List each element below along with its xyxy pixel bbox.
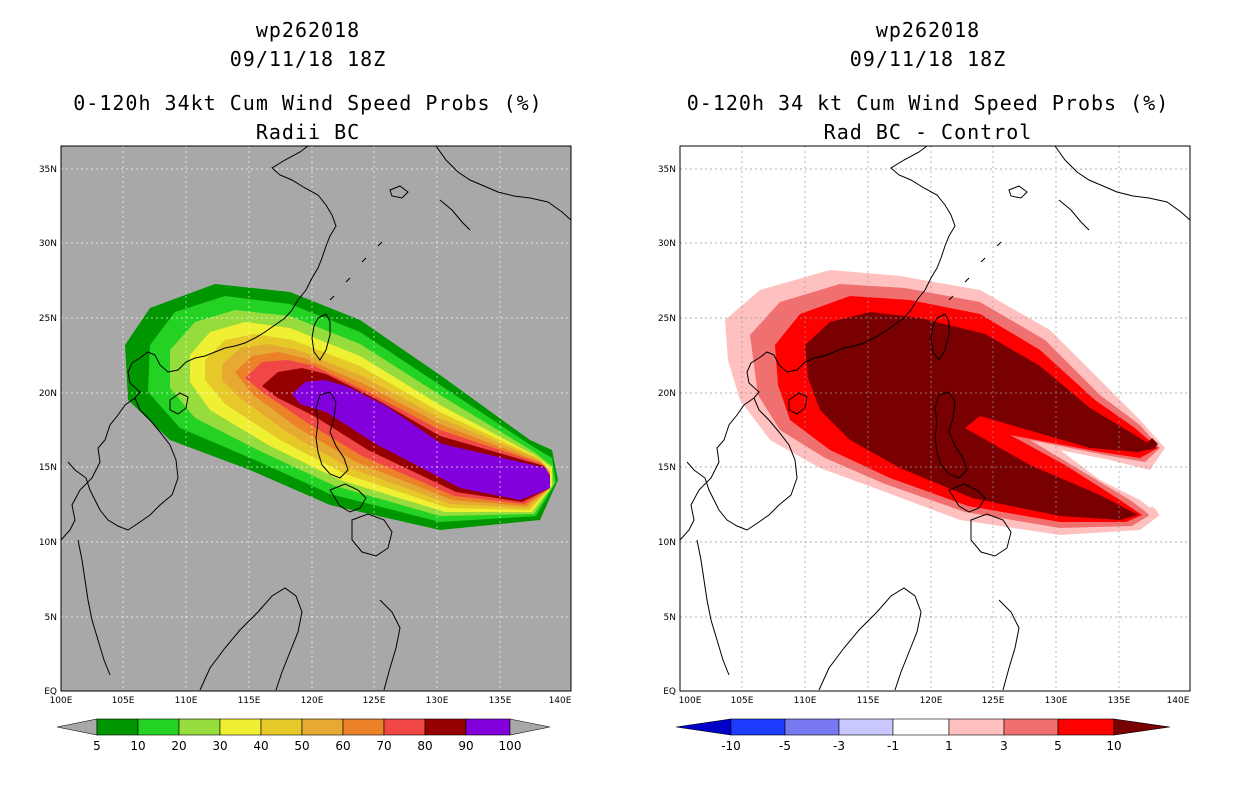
right-colorbar-low-arrow	[675, 718, 732, 736]
left-colorbar-label: 30	[212, 739, 227, 753]
right-subtitle: Rad BC - Control	[823, 120, 1033, 144]
left-colorbar-label: 60	[335, 739, 350, 753]
right-lon-label: 120E	[920, 696, 943, 706]
right-lon-label: 135E	[1108, 696, 1131, 706]
right-map-frame	[679, 145, 1191, 692]
right-map	[680, 146, 1190, 691]
right-colorbar: -10 -5 -3 -1 1 3 5 10	[675, 718, 1171, 753]
left-prob-90	[292, 380, 550, 500]
left-lat-label: 25N	[39, 314, 57, 324]
left-colorbar-low-arrow	[56, 718, 98, 736]
left-lat-label: 15N	[39, 463, 57, 473]
left-colorbar-label: 20	[171, 739, 186, 753]
left-colorbar-swatch	[342, 718, 385, 736]
left-lat-label: 35N	[39, 165, 57, 175]
right-storm-id: wp262018	[875, 18, 981, 42]
right-colorbar-label: -1	[887, 739, 899, 753]
right-date: 09/11/18 18Z	[849, 47, 1007, 71]
left-map	[61, 146, 571, 691]
left-colorbar-high-arrow	[509, 718, 551, 736]
left-colorbar-label: 80	[417, 739, 432, 753]
right-lat-label: 30N	[658, 239, 676, 249]
left-title: 0-120h 34kt Cum Wind Speed Probs (%)	[73, 91, 543, 115]
right-colorbar-high-arrow	[1113, 718, 1171, 736]
right-lon-label: 100E	[679, 696, 702, 706]
left-lon-label: 130E	[426, 696, 449, 706]
right-lat-label: 35N	[658, 165, 676, 175]
right-lon-label: 140E	[1167, 696, 1190, 706]
right-title: 0-120h 34 kt Cum Wind Speed Probs (%)	[686, 91, 1170, 115]
right-colorbar-label: -3	[833, 739, 845, 753]
left-lon-label: 125E	[363, 696, 386, 706]
right-colorbar-label: 3	[1000, 739, 1008, 753]
left-lon-label: 105E	[112, 696, 135, 706]
right-colorbar-swatch	[948, 718, 1005, 736]
right-colorbar-swatch	[1003, 718, 1059, 736]
right-lon-labels: 100E 105E 110E 115E 120E 125E 130E 135E …	[679, 696, 1190, 706]
left-lon-label: 140E	[549, 696, 572, 706]
left-lat-label: 30N	[39, 239, 57, 249]
left-gridlines	[61, 146, 571, 691]
right-colorbar-label: 10	[1106, 739, 1121, 753]
left-colorbar-swatch	[260, 718, 303, 736]
right-lat-labels: EQ 5N 10N 15N 20N 25N 30N 35N	[658, 165, 676, 697]
left-colorbar-swatch	[301, 718, 344, 736]
right-diff-1-tip	[1146, 506, 1158, 518]
right-colorbar-label: 1	[945, 739, 953, 753]
left-storm-id: wp262018	[255, 18, 361, 42]
left-colorbar-swatch	[424, 718, 467, 736]
right-lat-label: EQ	[663, 687, 676, 697]
left-colorbar-label: 100	[499, 739, 522, 753]
right-colorbar-swatch	[1057, 718, 1115, 736]
left-colorbar-swatch	[465, 718, 511, 736]
right-diff-10	[805, 312, 1156, 520]
right-lon-label: 115E	[857, 696, 880, 706]
left-colorbar-swatch	[219, 718, 262, 736]
right-lat-label: 10N	[658, 538, 676, 548]
left-colorbar: 5 10 20 30 40 50 60 70 80 90 100	[56, 718, 551, 753]
left-colorbar-label: 5	[93, 739, 101, 753]
left-lon-label: 120E	[301, 696, 324, 706]
left-map-frame	[60, 145, 572, 692]
right-colorbar-label: -5	[779, 739, 791, 753]
left-colorbar-swatch	[178, 718, 221, 736]
right-colorbar-swatch	[730, 718, 786, 736]
left-colorbar-label: 10	[130, 739, 145, 753]
left-lon-label: 100E	[50, 696, 73, 706]
right-lon-label: 110E	[794, 696, 817, 706]
left-colorbar-label: 50	[294, 739, 309, 753]
left-colorbar-label: 40	[253, 739, 268, 753]
right-colorbar-swatch	[892, 718, 950, 736]
right-lat-label: 20N	[658, 389, 676, 399]
left-lon-label: 135E	[489, 696, 512, 706]
left-lat-label: 20N	[39, 389, 57, 399]
right-lat-label: 25N	[658, 314, 676, 324]
left-colorbar-label: 70	[376, 739, 391, 753]
right-colorbar-label: -10	[721, 739, 741, 753]
left-colorbar-swatch	[383, 718, 426, 736]
right-colorbar-label: 5	[1054, 739, 1062, 753]
right-diff-10-tip	[1146, 438, 1158, 450]
right-lon-label: 125E	[982, 696, 1005, 706]
left-lat-label: 10N	[39, 538, 57, 548]
right-lat-label: 5N	[664, 613, 676, 623]
left-lat-labels: EQ 5N 10N 15N 20N 25N 30N 35N	[39, 165, 57, 697]
left-colorbar-label: 90	[458, 739, 473, 753]
left-lon-label: 115E	[238, 696, 261, 706]
left-colorbar-swatch	[137, 718, 180, 736]
right-colorbar-swatch	[784, 718, 840, 736]
right-lat-label: 15N	[658, 463, 676, 473]
left-subtitle: Radii BC	[255, 120, 361, 144]
left-lon-label: 110E	[175, 696, 198, 706]
left-date: 09/11/18 18Z	[229, 47, 387, 71]
right-gridlines	[680, 146, 1190, 691]
right-lon-label: 130E	[1045, 696, 1068, 706]
left-colorbar-swatch	[96, 718, 139, 736]
right-lon-label: 105E	[731, 696, 754, 706]
left-lon-labels: 100E 105E 110E 115E 120E 125E 130E 135E …	[50, 696, 572, 706]
right-colorbar-swatch	[838, 718, 894, 736]
left-lat-label: EQ	[44, 687, 57, 697]
left-lat-label: 5N	[45, 613, 57, 623]
